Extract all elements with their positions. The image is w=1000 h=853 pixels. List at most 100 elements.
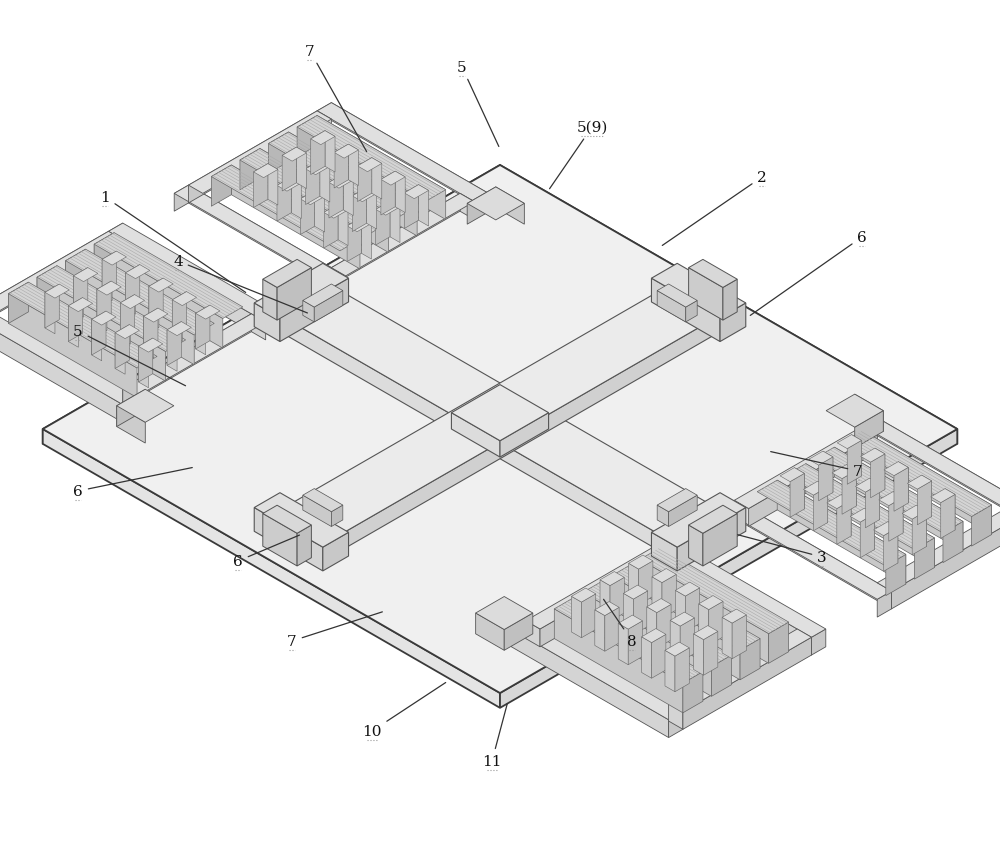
Polygon shape: [581, 595, 596, 638]
Polygon shape: [683, 672, 703, 713]
Polygon shape: [357, 159, 372, 202]
Polygon shape: [749, 435, 877, 527]
Polygon shape: [125, 274, 136, 315]
Polygon shape: [361, 218, 371, 260]
Polygon shape: [699, 604, 709, 646]
Polygon shape: [68, 299, 93, 312]
Text: 6: 6: [73, 468, 192, 498]
Polygon shape: [108, 223, 123, 250]
Polygon shape: [94, 234, 114, 275]
Polygon shape: [943, 522, 963, 563]
Polygon shape: [790, 473, 804, 518]
Text: 11: 11: [482, 704, 507, 768]
Polygon shape: [841, 495, 851, 537]
Polygon shape: [254, 264, 349, 318]
Polygon shape: [879, 492, 903, 506]
Polygon shape: [92, 311, 116, 326]
Polygon shape: [297, 116, 317, 158]
Polygon shape: [348, 145, 358, 186]
Polygon shape: [254, 493, 349, 548]
Polygon shape: [642, 637, 652, 678]
Polygon shape: [972, 505, 992, 547]
Polygon shape: [875, 449, 885, 490]
Polygon shape: [852, 435, 862, 477]
Polygon shape: [689, 269, 723, 321]
Polygon shape: [188, 112, 317, 204]
Polygon shape: [917, 481, 932, 525]
Polygon shape: [274, 283, 726, 543]
Polygon shape: [297, 116, 446, 202]
Polygon shape: [571, 596, 581, 638]
Polygon shape: [846, 465, 856, 507]
Polygon shape: [254, 508, 323, 572]
Polygon shape: [651, 493, 746, 548]
Polygon shape: [144, 309, 168, 322]
Polygon shape: [511, 621, 683, 720]
Polygon shape: [554, 598, 703, 683]
Polygon shape: [188, 112, 331, 194]
Polygon shape: [665, 642, 689, 656]
Polygon shape: [600, 572, 624, 586]
Polygon shape: [240, 149, 260, 190]
Polygon shape: [311, 131, 335, 146]
Polygon shape: [902, 506, 926, 519]
Polygon shape: [861, 449, 885, 462]
Polygon shape: [352, 189, 367, 232]
Polygon shape: [916, 506, 926, 547]
Polygon shape: [324, 205, 338, 249]
Polygon shape: [303, 285, 343, 308]
Polygon shape: [240, 149, 389, 235]
Polygon shape: [654, 538, 826, 637]
Polygon shape: [0, 232, 123, 315]
Polygon shape: [837, 501, 851, 544]
Polygon shape: [282, 148, 306, 162]
Polygon shape: [511, 630, 669, 738]
Polygon shape: [654, 547, 812, 655]
Polygon shape: [334, 145, 348, 189]
Polygon shape: [884, 528, 898, 572]
Polygon shape: [74, 269, 88, 312]
Polygon shape: [704, 631, 718, 676]
Polygon shape: [699, 596, 723, 610]
Polygon shape: [740, 639, 760, 680]
Polygon shape: [720, 501, 892, 600]
Polygon shape: [826, 395, 883, 427]
Polygon shape: [274, 514, 326, 560]
Polygon shape: [329, 175, 343, 218]
Polygon shape: [871, 455, 885, 498]
Text: 5: 5: [457, 61, 499, 148]
Polygon shape: [892, 517, 1000, 609]
Polygon shape: [842, 471, 856, 514]
Polygon shape: [120, 304, 130, 345]
Polygon shape: [780, 468, 804, 482]
Polygon shape: [102, 260, 112, 301]
Polygon shape: [651, 264, 746, 318]
Polygon shape: [300, 191, 325, 206]
Polygon shape: [196, 314, 206, 356]
Polygon shape: [404, 185, 419, 229]
Polygon shape: [639, 561, 653, 605]
Polygon shape: [837, 435, 862, 450]
Polygon shape: [467, 188, 524, 221]
Polygon shape: [669, 630, 812, 711]
Polygon shape: [605, 607, 619, 652]
Text: 5(9): 5(9): [550, 121, 608, 189]
Polygon shape: [629, 564, 639, 605]
Polygon shape: [274, 313, 674, 560]
Polygon shape: [451, 413, 500, 457]
Polygon shape: [303, 489, 343, 512]
Polygon shape: [722, 609, 746, 624]
Polygon shape: [347, 218, 361, 262]
Polygon shape: [45, 293, 55, 334]
Polygon shape: [174, 186, 188, 212]
Polygon shape: [832, 465, 856, 479]
Polygon shape: [814, 448, 963, 533]
Polygon shape: [120, 295, 135, 339]
Text: 3: 3: [738, 535, 827, 565]
Polygon shape: [675, 648, 689, 692]
Text: 7: 7: [305, 45, 367, 153]
Polygon shape: [92, 311, 106, 356]
Polygon shape: [97, 290, 107, 331]
Polygon shape: [657, 285, 697, 308]
Polygon shape: [320, 161, 330, 203]
